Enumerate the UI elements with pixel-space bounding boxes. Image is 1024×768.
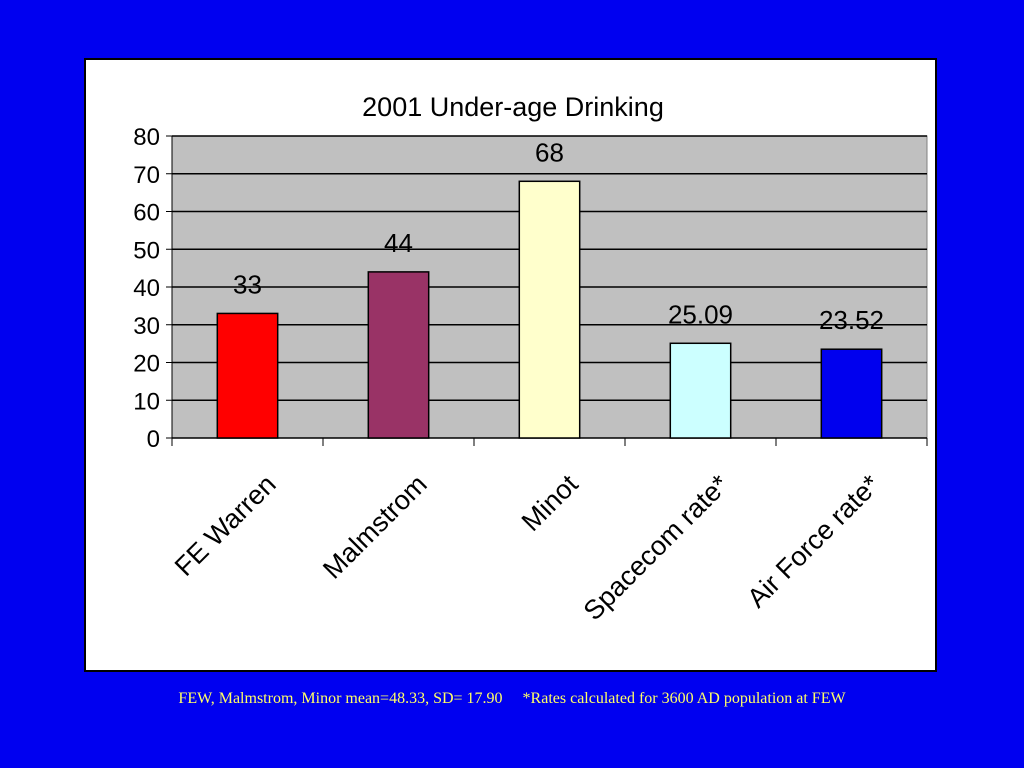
bar	[669, 342, 732, 439]
bar	[216, 312, 279, 439]
y-tick-label: 40	[133, 275, 160, 302]
category-label: Minot	[516, 469, 584, 537]
category-label: Malmstrom	[317, 469, 433, 585]
y-tick-label: 30	[133, 313, 160, 340]
y-tick-label: 70	[133, 162, 160, 189]
footnote-stats: FEW, Malmstrom, Minor mean=48.33, SD= 17…	[178, 690, 503, 707]
y-tick-label: 50	[133, 237, 160, 264]
chart-title: 2001 Under-age Drinking	[362, 92, 664, 122]
chart-panel: 2001 Under-age Drinking 33 44 68 25.09 23.52…	[84, 58, 937, 672]
footnote-rates-note: *Rates calculated for 3600 AD population…	[522, 690, 846, 707]
data-label: 33	[233, 269, 262, 299]
bars: 33 44 68 25.09 23.52	[216, 137, 884, 439]
y-tick-label: 20	[133, 351, 160, 378]
y-tick-label: 0	[147, 426, 160, 453]
data-label: 23.52	[819, 305, 884, 335]
category-label: FE Warren	[169, 469, 282, 582]
bar	[820, 348, 883, 439]
bar	[367, 271, 430, 439]
data-label: 68	[535, 137, 564, 167]
y-tick-label: 80	[133, 124, 160, 151]
footnote: FEW, Malmstrom, Minor mean=48.33, SD= 17…	[0, 690, 1024, 708]
y-tick-label: 60	[133, 200, 160, 227]
y-tick-label: 10	[133, 388, 160, 415]
data-label: 25.09	[668, 299, 733, 329]
bar-chart: 2001 Under-age Drinking 33 44 68 25.09 23.52…	[133, 92, 928, 626]
category-label: Air Force rate*	[741, 469, 886, 614]
bar	[518, 180, 581, 439]
category-label: Spacecom rate*	[578, 469, 735, 626]
data-label: 44	[384, 228, 413, 258]
